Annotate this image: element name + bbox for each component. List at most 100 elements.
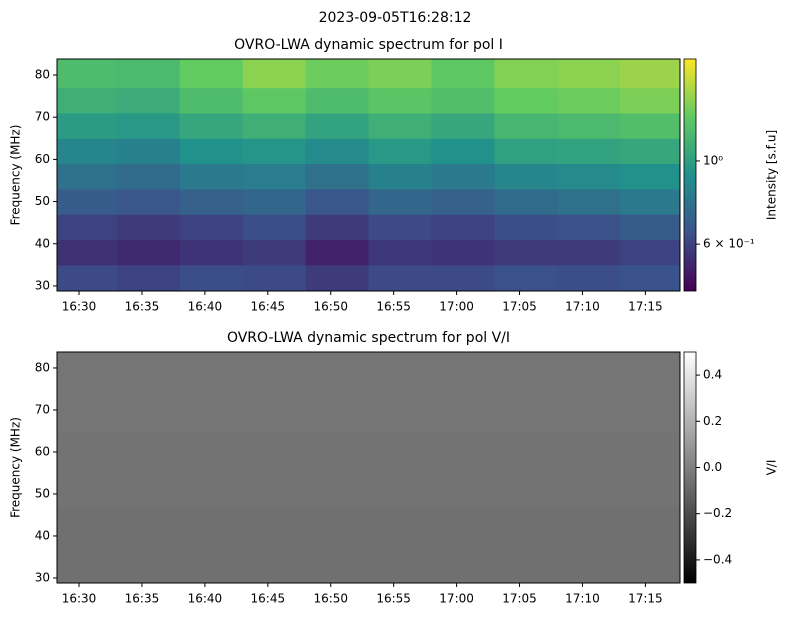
heatmap-cell [431,112,495,139]
heatmap-cell [305,87,369,114]
heatmap-cell [242,188,307,215]
colorbar-label: Intensity [s.f.u] [765,130,779,220]
colorbar-tick-label: 0.2 [703,414,722,428]
heatmap-cell [116,214,181,241]
heatmap-cell [57,138,118,165]
heatmap-cell [557,214,621,241]
heatmap-cell [57,264,118,292]
heatmap-cell [179,59,244,89]
heatmap-cell [179,87,244,114]
heatmap-cell [557,163,621,190]
x-tick-label: 16:45 [251,300,286,314]
heatmap-cell [57,352,369,432]
heatmap-cell [242,163,307,190]
heatmap-cell [368,112,432,139]
colorbar [683,58,697,292]
heatmap-cell [305,264,369,292]
y-tick-label: 50 [35,194,50,208]
heatmap-cell [305,188,369,215]
heatmap-cell [557,87,621,114]
axes-frame [56,351,681,584]
heatmap-cell [305,239,369,266]
x-tick-label: 17:10 [565,592,600,606]
heatmap-cell [494,214,558,241]
heatmap-cell [431,87,495,114]
colorbar-tick-label: −0.2 [703,506,732,520]
figure-title: 2023-09-05T16:28:12 [319,10,472,26]
heatmap-cell [116,264,181,292]
heatmap-cell [305,112,369,139]
x-tick-label: 16:40 [188,300,223,314]
heatmap-cell [494,87,558,114]
heatmap-cell [179,214,244,241]
y-axis-label: Frequency (MHz) [9,417,23,518]
heatmap-cell [242,87,307,114]
heatmap-cell [368,188,432,215]
y-tick-label: 60 [35,152,50,166]
heatmap-cell [494,138,558,165]
heatmap-cell [557,239,621,266]
x-tick-label: 16:30 [62,300,97,314]
heatmap-cell [179,138,244,165]
heatmap-cell [494,188,558,215]
x-tick-label: 16:35 [125,592,160,606]
heatmap-cell [305,59,369,89]
heatmap-cell [557,138,621,165]
heatmap-cell [620,59,681,89]
heatmap-cell [431,138,495,165]
heatmap-cell [494,163,558,190]
y-tick-label: 30 [35,278,50,292]
x-tick-label: 17:05 [502,592,537,606]
x-tick-label: 16:55 [376,592,411,606]
heatmap-cell [620,138,681,165]
heatmap-cell [620,188,681,215]
colorbar-tick-label: 0.4 [703,368,722,382]
heatmap-cell [116,163,181,190]
heatmap-cell [242,214,307,241]
heatmap-cell [368,239,432,266]
axes-frame [56,58,681,292]
y-tick-label: 40 [35,236,50,250]
heatmap-cell [242,239,307,266]
heatmap-cell [242,264,307,292]
heatmap-cell [57,112,118,139]
heatmap-cell [557,59,621,89]
heatmap-cell [116,112,181,139]
y-tick-label: 70 [35,402,50,416]
x-tick-label: 16:50 [313,592,348,606]
heatmap-cell [368,214,432,241]
heatmap-cell [557,112,621,139]
heatmap-cell [368,264,432,292]
heatmap-cell [57,87,118,114]
heatmap-cell [368,506,681,584]
y-tick-label: 30 [35,570,50,584]
heatmap-cell [368,138,432,165]
x-tick-label: 17:05 [502,300,537,314]
heatmap-cell [305,163,369,190]
axes-title: OVRO-LWA dynamic spectrum for pol V/I [227,330,510,346]
heatmap-cell [494,239,558,266]
y-axis-label: Frequency (MHz) [9,125,23,226]
heatmap-cell [620,87,681,114]
colorbar-tick-label: 6 × 10⁻¹ [703,237,755,251]
heatmap-cell [242,138,307,165]
heatmap-cell [179,188,244,215]
heatmap-cell [431,214,495,241]
y-tick-label: 50 [35,486,50,500]
heatmap-cell [179,239,244,266]
heatmap-cell [57,188,118,215]
x-tick-label: 16:45 [251,592,286,606]
heatmap-cell [431,59,495,89]
x-tick-label: 17:00 [439,300,474,314]
x-tick-label: 16:55 [376,300,411,314]
y-tick-label: 80 [35,68,50,82]
heatmap-cell [116,59,181,89]
heatmap-cell [368,430,681,508]
x-tick-label: 17:10 [565,300,600,314]
heatmap-cell [620,112,681,139]
heatmap-cell [431,163,495,190]
heatmap-cell [620,239,681,266]
x-tick-label: 16:30 [62,592,97,606]
heatmap-cell [620,163,681,190]
